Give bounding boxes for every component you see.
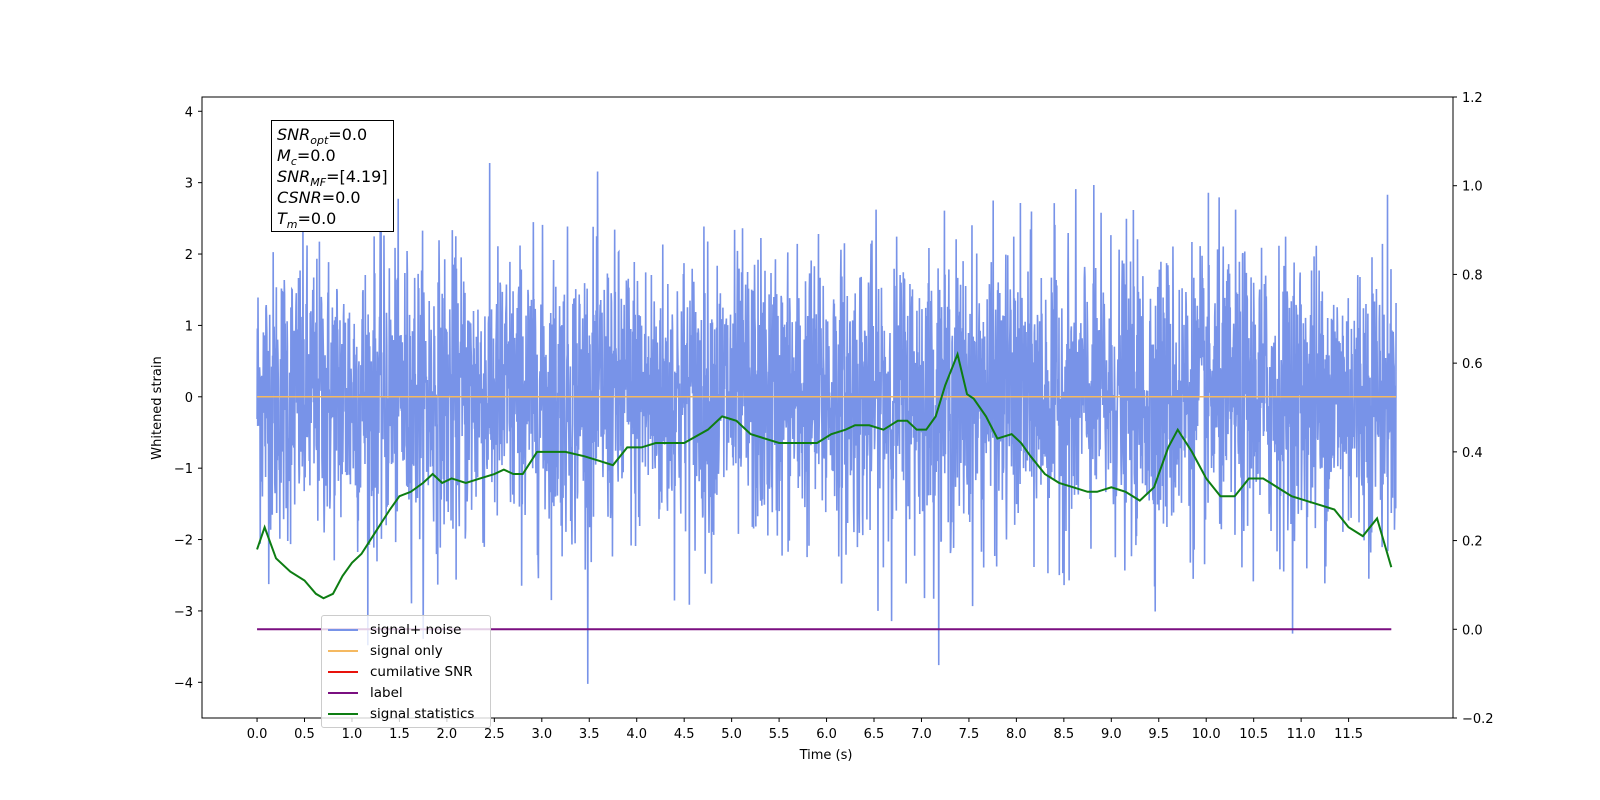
snr-opt-row: SNRopt=0.0 bbox=[277, 125, 368, 147]
mc-row: Mc=0.0 bbox=[277, 146, 336, 168]
plot-frame bbox=[201, 96, 1454, 719]
y-tick-label: −4 bbox=[174, 676, 193, 691]
signal-noise-line bbox=[256, 163, 1397, 684]
y-axis-ticks: −4 −3 −2 −1 0 1 2 3 4 bbox=[174, 105, 202, 691]
snr-opt-value: =0.0 bbox=[328, 125, 368, 144]
x-tick-label: 2.5 bbox=[484, 727, 505, 742]
x-tick-label: 1.5 bbox=[389, 727, 410, 742]
x-tick-label: 3.5 bbox=[579, 727, 600, 742]
y-tick-label: 3 bbox=[185, 177, 193, 192]
x-tick-label: 9.5 bbox=[1148, 727, 1169, 742]
y-tick-label: −3 bbox=[174, 605, 193, 620]
x-tick-label: 4.5 bbox=[674, 727, 695, 742]
signal-statistics-series bbox=[256, 350, 1393, 600]
y2-tick-label: −0.2 bbox=[1462, 712, 1494, 727]
x-tick-label: 8.0 bbox=[1006, 727, 1027, 742]
legend-item-signal-statistics: signal statistics bbox=[328, 703, 484, 724]
legend-item-label: label bbox=[328, 682, 484, 703]
y-tick-label: −2 bbox=[174, 534, 193, 549]
legend-label: cumilative SNR bbox=[370, 663, 473, 680]
legend-item-signal-only: signal only bbox=[328, 640, 484, 661]
x-tick-label: 11.5 bbox=[1334, 727, 1363, 742]
x-tick-label: 11.0 bbox=[1287, 727, 1316, 742]
x-tick-label: 10.5 bbox=[1239, 727, 1268, 742]
x-tick-label: 10.0 bbox=[1192, 727, 1221, 742]
y-tick-label: 1 bbox=[185, 319, 193, 334]
legend-label: signal statistics bbox=[370, 705, 475, 722]
legend-swatch bbox=[328, 628, 358, 631]
legend: signal+ noise signal only cumilative SNR… bbox=[321, 615, 491, 728]
x-tick-label: 6.5 bbox=[864, 727, 885, 742]
y-tick-label: 0 bbox=[185, 391, 193, 406]
csnr-row: CSNR=0.0 bbox=[277, 188, 361, 207]
legend-swatch bbox=[328, 670, 358, 673]
x-tick-label: 3.0 bbox=[531, 727, 552, 742]
y2-tick-label: 0.6 bbox=[1462, 357, 1483, 372]
y2-tick-label: 1.2 bbox=[1462, 91, 1483, 106]
legend-swatch bbox=[328, 649, 358, 652]
legend-swatch bbox=[328, 712, 358, 715]
legend-item-cumulative-snr: cumilative SNR bbox=[328, 661, 484, 682]
y-axis-label: Whitened strain bbox=[150, 356, 165, 459]
metrics-info-box: SNRopt=0.0 Mc=0.0 SNRMF=[4.19] CSNR=0.0 … bbox=[271, 120, 394, 232]
legend-label: signal+ noise bbox=[370, 621, 462, 638]
y2-axis-ticks: −0.2 0.0 0.2 0.4 0.6 0.8 1.0 1.2 bbox=[1453, 91, 1494, 727]
x-tick-label: 2.0 bbox=[437, 727, 458, 742]
x-tick-label: 6.0 bbox=[816, 727, 837, 742]
x-tick-label: 5.0 bbox=[721, 727, 742, 742]
snr-mf-row: SNRMF=[4.19] bbox=[277, 167, 388, 189]
y-tick-label: 4 bbox=[185, 105, 193, 120]
legend-swatch bbox=[328, 691, 358, 694]
x-axis-ticks: 0.0 0.5 1.0 1.5 2.0 2.5 3.0 3.5 4.0 4.5 5.0 5.5 6.0 6… bbox=[247, 718, 1363, 742]
x-tick-label: 9.0 bbox=[1101, 727, 1122, 742]
y-tick-label: 2 bbox=[185, 248, 193, 263]
x-tick-label: 4.0 bbox=[626, 727, 647, 742]
tm-value: =0.0 bbox=[297, 209, 337, 228]
csnr-value: =0.0 bbox=[321, 188, 361, 207]
x-tick-label: 7.0 bbox=[911, 727, 932, 742]
x-tick-label: 0.0 bbox=[247, 727, 268, 742]
x-tick-label: 1.0 bbox=[342, 727, 363, 742]
signal-noise-series bbox=[256, 163, 1397, 684]
legend-label: label bbox=[370, 684, 403, 701]
legend-label: signal only bbox=[370, 642, 443, 659]
tm-row: Tm=0.0 bbox=[277, 209, 337, 231]
x-axis-label: Time (s) bbox=[799, 748, 853, 763]
x-tick-label: 0.5 bbox=[294, 727, 315, 742]
legend-item-signal-noise: signal+ noise bbox=[328, 619, 484, 640]
y-tick-label: −1 bbox=[174, 462, 193, 477]
y2-tick-label: 0.8 bbox=[1462, 268, 1483, 283]
x-tick-label: 5.5 bbox=[769, 727, 790, 742]
y2-tick-label: 0.2 bbox=[1462, 535, 1483, 550]
y2-tick-label: 0.0 bbox=[1462, 623, 1483, 638]
mc-value: =0.0 bbox=[296, 146, 336, 165]
y2-tick-label: 0.4 bbox=[1462, 446, 1483, 461]
x-tick-label: 7.5 bbox=[959, 727, 980, 742]
x-tick-label: 8.5 bbox=[1053, 727, 1074, 742]
snr-mf-value: =[4.19] bbox=[326, 167, 388, 186]
y2-tick-label: 1.0 bbox=[1462, 180, 1483, 195]
